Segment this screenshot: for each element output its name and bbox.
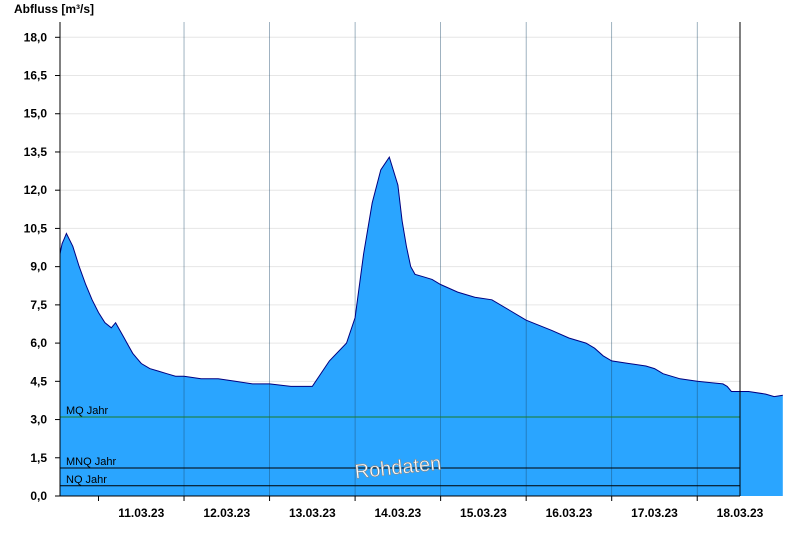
x-tick-label-6: 17.03.23 <box>631 506 678 520</box>
y-tick-label-3: 4,5 <box>30 374 47 388</box>
x-tick-label-7: 18.03.23 <box>717 506 764 520</box>
ref-label-0: MQ Jahr <box>66 405 109 417</box>
x-tick-labels: 11.03.23 12.03.23 13.03.23 14.03.23 15.03.23… <box>97 496 764 520</box>
y-tick-labels: 0,0 1,5 3,0 4,5 6,0 7,5 9,0 10,5 12,0 13,5 15,0 16,… <box>24 30 60 503</box>
reference-lines: MQ Jahr MNQ Jahr NQ Jahr <box>60 405 740 487</box>
plot-area <box>59 22 783 496</box>
y-tick-label-6: 9,0 <box>30 260 47 274</box>
y-tick-label-8: 12,0 <box>24 183 48 197</box>
y-tick-label-10: 15,0 <box>24 107 48 121</box>
y-tick-label-2: 3,0 <box>30 413 47 427</box>
y-tick-label-5: 7,5 <box>30 298 47 312</box>
y-tick-label-7: 10,5 <box>24 221 48 235</box>
axes <box>59 22 741 497</box>
ref-label-1: MNQ Jahr <box>66 456 116 468</box>
x-tick-label-5: 16.03.23 <box>546 506 593 520</box>
y-axis-title: Abfluss [m³/s] <box>14 2 94 16</box>
x-tick-label-3: 14.03.23 <box>375 506 422 520</box>
y-tick-label-0: 0,0 <box>30 489 47 503</box>
x-tick-label-2: 13.03.23 <box>289 506 336 520</box>
discharge-area <box>60 157 783 496</box>
y-tick-label-11: 16,5 <box>24 69 48 83</box>
x-tick-label-1: 12.03.23 <box>203 506 250 520</box>
y-tick-label-1: 1,5 <box>30 451 47 465</box>
discharge-line <box>59 155 783 398</box>
ref-label-2: NQ Jahr <box>66 474 107 486</box>
x-tick-label-4: 15.03.23 <box>460 506 507 520</box>
x-tick-label-0: 11.03.23 <box>118 506 164 520</box>
y-tick-label-4: 6,0 <box>30 336 47 350</box>
y-tick-label-12: 18,0 <box>24 30 48 44</box>
y-tick-label-9: 13,5 <box>24 145 48 159</box>
